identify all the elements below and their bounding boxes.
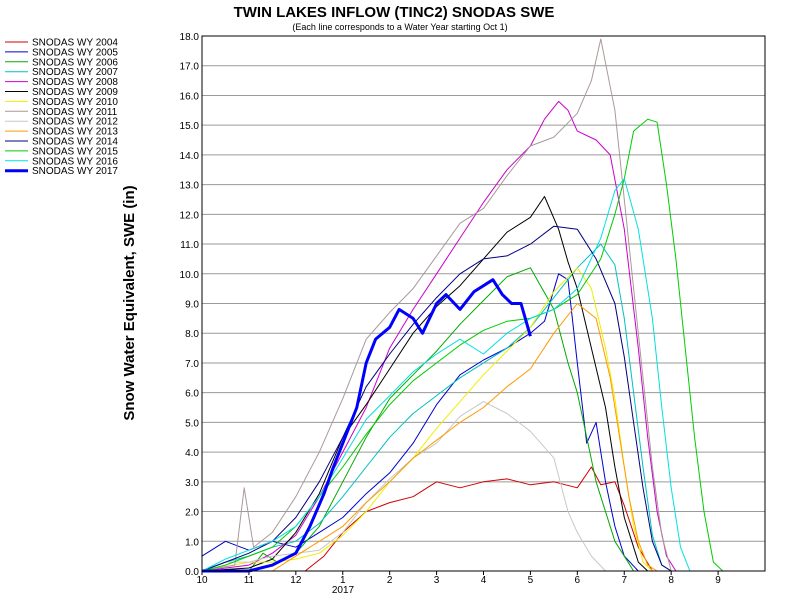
y-tick-label: 18.0 <box>180 32 200 43</box>
series-line-snodas-wy-2013 <box>202 303 765 572</box>
series-line-snodas-wy-2012 <box>201 401 765 572</box>
chart-title: TWIN LAKES INFLOW (TINC2) SNODAS SWE <box>234 4 555 21</box>
legend-label: SNODAS WY 2009 <box>32 87 118 98</box>
y-axis-label: Snow Water Equivalent, SWE (in) <box>121 185 138 420</box>
gridlines <box>202 35 765 572</box>
legend-label: SNODAS WY 2004 <box>32 38 118 49</box>
legend-label: SNODAS WY 2005 <box>32 47 118 58</box>
y-tick-label: 6.0 <box>185 389 199 400</box>
chart-subtitle: (Each line corresponds to a Water Year s… <box>292 22 507 32</box>
legend-label: SNODAS WY 2008 <box>32 77 118 88</box>
series-line-snodas-wy-2015 <box>201 118 765 572</box>
y-tick-label: 9.0 <box>185 300 199 311</box>
x-year-label: 2017 <box>332 585 355 596</box>
y-tick-label: 7.0 <box>185 359 199 370</box>
series-line-snodas-wy-2017 <box>202 278 532 573</box>
y-tick-label: 4.0 <box>185 448 199 459</box>
x-tick-label: 3 <box>434 575 440 586</box>
series-lines <box>201 38 765 573</box>
legend-label: SNODAS WY 2016 <box>32 156 118 167</box>
legend-label: SNODAS WY 2010 <box>32 97 118 108</box>
y-tick-label: 5.0 <box>185 418 199 429</box>
series-line-snodas-wy-2011 <box>201 38 765 572</box>
y-tick-label: 10.0 <box>180 270 200 281</box>
y-tick-label: 2.0 <box>185 508 199 519</box>
legend-label: SNODAS WY 2014 <box>32 137 118 148</box>
plot-frame <box>201 35 766 572</box>
series-line-snodas-wy-2016 <box>201 178 765 572</box>
y-tick-label: 3.0 <box>185 478 199 489</box>
legend-label: SNODAS WY 2011 <box>32 107 118 118</box>
series-line-snodas-wy-2014 <box>201 225 765 572</box>
y-tick-label: 17.0 <box>180 62 200 73</box>
legend-label: SNODAS WY 2013 <box>32 127 118 138</box>
x-tick-label: 6 <box>575 575 581 586</box>
legend-label: SNODAS WY 2015 <box>32 146 118 157</box>
x-tick-label: 10 <box>196 575 208 586</box>
x-tick-label: 5 <box>528 575 534 586</box>
series-line-snodas-wy-2004 <box>202 466 765 572</box>
y-tick-label: 14.0 <box>180 151 200 162</box>
x-tick-label: 9 <box>715 575 721 586</box>
x-tick-label: 12 <box>290 575 302 586</box>
series-line-snodas-wy-2009 <box>201 196 765 572</box>
y-tick-label: 11.0 <box>180 240 199 251</box>
x-tick-label: 11 <box>244 575 255 586</box>
legend-label: SNODAS WY 2012 <box>32 117 118 128</box>
series-line-snodas-wy-2006 <box>202 267 765 572</box>
y-axis-ticks: 0.0 1.0 2.0 3.0 4.0 5.0 6.0 7.0 8.0 9.0 10.0 11.0 12… <box>180 32 200 578</box>
y-tick-label: 16.0 <box>180 91 200 102</box>
x-tick-label: 4 <box>481 575 487 586</box>
legend-label: SNODAS WY 2006 <box>32 57 118 68</box>
y-tick-label: 1.0 <box>185 537 199 548</box>
legend-label: SNODAS WY 2007 <box>32 67 118 78</box>
legend-label: SNODAS WY 2017 <box>32 166 118 177</box>
x-tick-label: 1 <box>340 575 346 586</box>
series-line-snodas-wy-2007 <box>201 243 765 572</box>
x-axis-ticks: 10 11 12 1 2 3 4 5 6 7 8 9 <box>196 571 721 586</box>
series-line-snodas-wy-2010 <box>201 267 765 572</box>
y-tick-label: 8.0 <box>185 329 199 340</box>
x-tick-label: 2 <box>387 575 393 586</box>
y-tick-label: 15.0 <box>180 121 200 132</box>
x-tick-label: 8 <box>668 575 674 586</box>
y-tick-label: 13.0 <box>180 181 200 192</box>
series-line-snodas-wy-2008 <box>201 100 765 572</box>
y-tick-label: 12.0 <box>180 210 200 221</box>
y-tick-label: 0.0 <box>185 567 199 578</box>
x-tick-label: 7 <box>621 575 627 586</box>
